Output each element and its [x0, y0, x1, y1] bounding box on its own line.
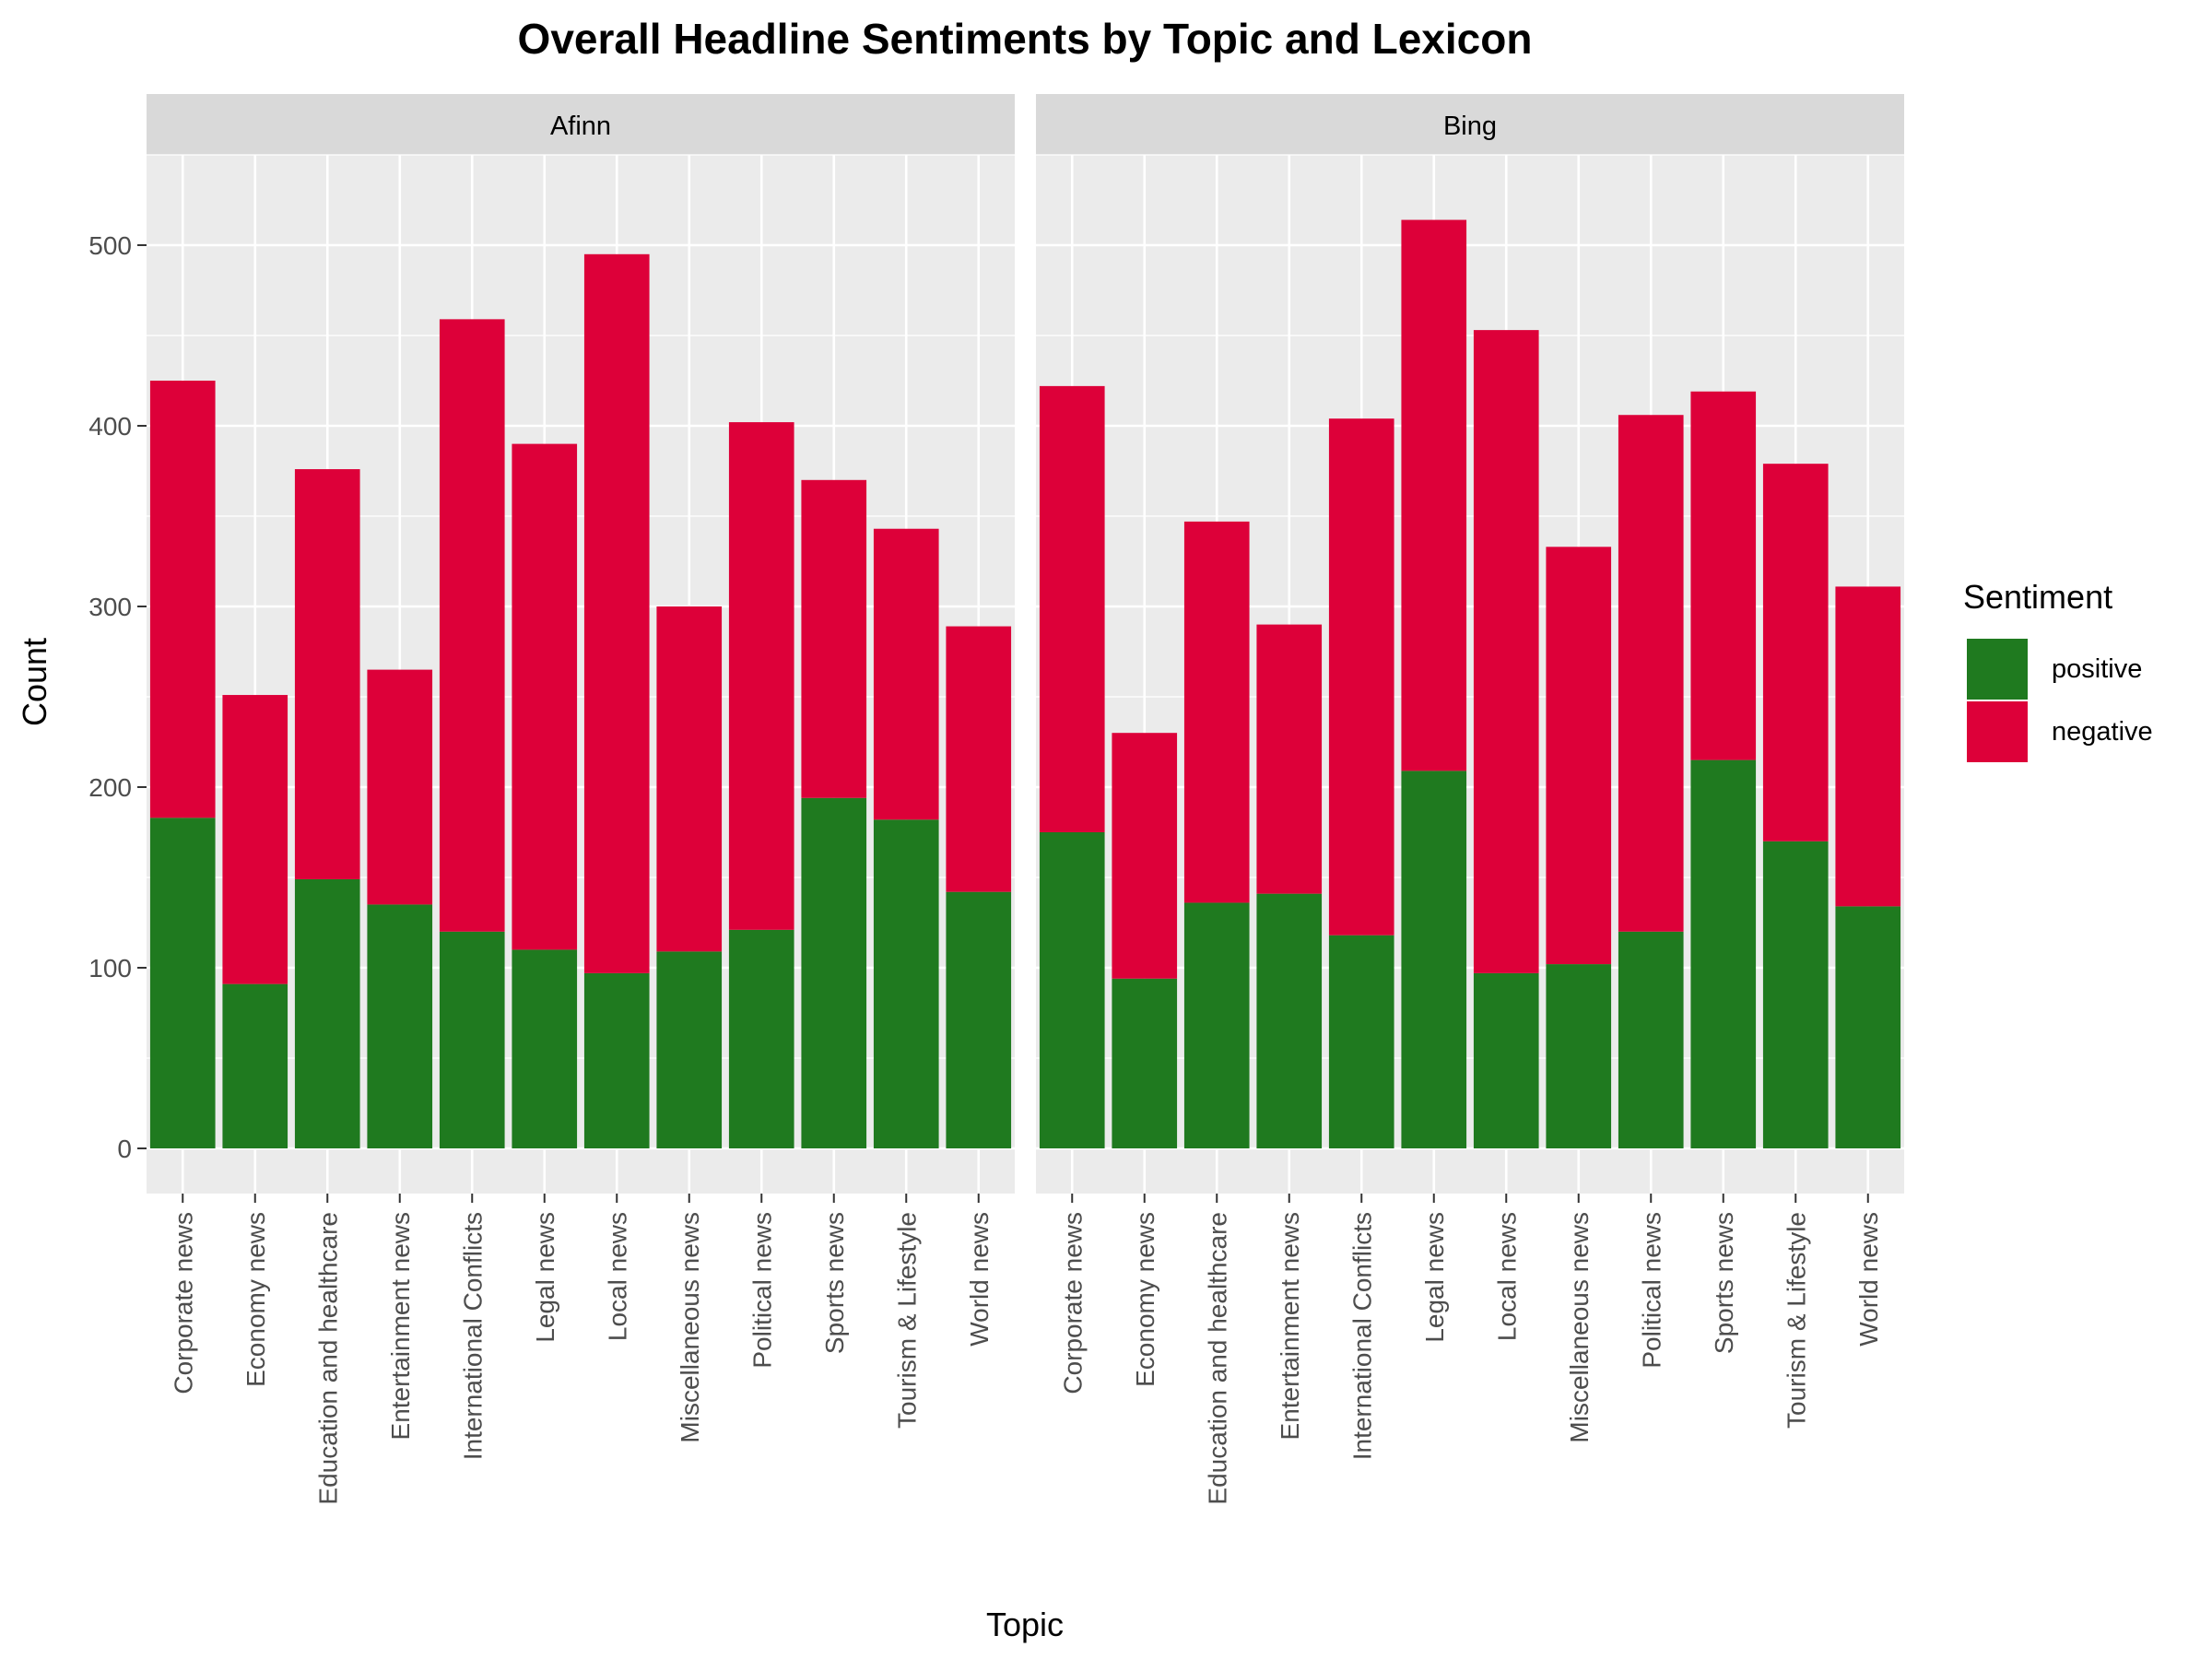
bar-positive-afinn-0	[149, 818, 216, 1148]
bar-negative-bing-2	[1183, 521, 1250, 903]
bar-positive-afinn-7	[656, 951, 723, 1148]
bar-positive-bing-6	[1473, 972, 1539, 1148]
bar-negative-afinn-4	[439, 319, 505, 932]
legend-title: Sentiment	[1963, 578, 2112, 616]
x-tick-label: Sports news	[820, 1212, 849, 1354]
bar-negative-afinn-1	[222, 695, 288, 984]
y-tick-label: 100	[88, 954, 132, 982]
x-tick-label: Entertainment news	[386, 1212, 415, 1440]
bar-positive-afinn-9	[801, 797, 867, 1148]
x-tick-label: International Conflicts	[458, 1212, 487, 1460]
bar-positive-bing-8	[1618, 931, 1684, 1148]
bar-negative-bing-9	[1690, 391, 1757, 760]
bar-negative-afinn-10	[873, 528, 939, 820]
bar-positive-bing-0	[1039, 832, 1105, 1148]
bar-positive-bing-5	[1401, 771, 1467, 1148]
y-tick-label: 300	[88, 593, 132, 621]
bar-negative-bing-6	[1473, 330, 1539, 973]
x-tick-label: Local news	[1492, 1212, 1521, 1341]
bar-negative-afinn-11	[946, 626, 1012, 892]
legend: Sentiment positive negative	[1963, 578, 2153, 762]
bar-positive-bing-1	[1112, 978, 1178, 1148]
bar-positive-afinn-1	[222, 983, 288, 1148]
bar-positive-afinn-10	[873, 819, 939, 1148]
legend-swatch-positive	[1967, 639, 2028, 700]
bar-negative-bing-3	[1256, 624, 1323, 894]
chart-title: Overall Headline Sentiments by Topic and…	[518, 15, 1533, 63]
y-axis: 0 100 200 300 400 500	[88, 231, 147, 1163]
bar-positive-bing-3	[1256, 893, 1323, 1148]
panel-bing: Bing Corporate news Economy news Education …	[1036, 94, 1904, 1505]
bar-negative-bing-5	[1401, 219, 1467, 771]
x-tick-label: Economy news	[1131, 1212, 1159, 1387]
bar-positive-afinn-8	[728, 929, 794, 1148]
x-tick-label: World news	[965, 1212, 994, 1347]
x-axis-label: Topic	[986, 1606, 1064, 1643]
x-tick-label: Tourism & Lifestyle	[892, 1212, 921, 1429]
x-tick-label: World news	[1854, 1212, 1883, 1347]
panel-background	[1036, 155, 1904, 1194]
bar-negative-bing-11	[1835, 586, 1901, 907]
bar-positive-bing-11	[1835, 906, 1901, 1148]
legend-label-negative: negative	[2052, 717, 2153, 747]
x-tick-label: Local news	[603, 1212, 631, 1341]
x-tick-label: Sports news	[1710, 1212, 1738, 1354]
x-tick-label: Education and healthcare	[313, 1212, 342, 1505]
bar-positive-bing-2	[1183, 902, 1250, 1148]
facet-label: Afinn	[550, 112, 611, 141]
bar-negative-afinn-0	[149, 381, 216, 818]
x-tick-label: Education and healthcare	[1203, 1212, 1231, 1505]
bar-positive-afinn-3	[367, 904, 433, 1148]
bar-positive-afinn-4	[439, 931, 505, 1148]
panel-background	[147, 155, 1015, 1194]
bar-negative-bing-1	[1112, 733, 1178, 979]
legend-swatch-negative	[1967, 701, 2028, 762]
x-tick-label: Legal news	[531, 1212, 559, 1343]
bar-negative-afinn-3	[367, 669, 433, 905]
bar-positive-bing-10	[1762, 841, 1829, 1148]
bar-positive-afinn-6	[583, 972, 650, 1148]
facet-label: Bing	[1443, 112, 1497, 141]
bar-positive-afinn-2	[294, 878, 360, 1148]
x-tick-label: Miscellaneous news	[1565, 1212, 1594, 1443]
y-tick-label: 200	[88, 773, 132, 802]
x-tick-label: Tourism & Lifestyle	[1782, 1212, 1810, 1429]
panel-afinn: Afinn Corporate news Economy news Education…	[147, 94, 1015, 1505]
bar-negative-afinn-6	[583, 253, 650, 973]
y-tick-label: 500	[88, 231, 132, 260]
x-tick-label: Legal news	[1420, 1212, 1449, 1343]
x-tick-label: Entertainment news	[1276, 1212, 1304, 1440]
bar-positive-bing-7	[1546, 964, 1612, 1148]
bar-negative-afinn-2	[294, 469, 360, 879]
y-tick-label: 400	[88, 412, 132, 441]
bar-positive-afinn-11	[946, 891, 1012, 1148]
bar-negative-bing-8	[1618, 415, 1684, 932]
bar-negative-bing-4	[1328, 418, 1394, 935]
x-tick-label: Corporate news	[169, 1212, 197, 1394]
bar-negative-bing-10	[1762, 464, 1829, 841]
y-axis-label: Count	[16, 638, 53, 726]
bar-negative-afinn-7	[656, 606, 723, 952]
facet-panels: Afinn Corporate news Economy news Education…	[147, 94, 1904, 1505]
bar-negative-bing-0	[1039, 385, 1105, 832]
facet-strip	[1036, 94, 1904, 155]
x-tick-label: Economy news	[241, 1212, 270, 1387]
facet-strip	[147, 94, 1015, 155]
bar-negative-afinn-5	[512, 443, 578, 950]
bar-positive-bing-4	[1328, 935, 1394, 1148]
bar-negative-bing-7	[1546, 547, 1612, 965]
x-tick-label: International Conflicts	[1347, 1212, 1376, 1460]
x-tick-label: Miscellaneous news	[676, 1212, 704, 1443]
legend-label-positive: positive	[2052, 654, 2142, 684]
bar-negative-afinn-9	[801, 479, 867, 798]
bar-positive-afinn-5	[512, 949, 578, 1148]
bar-positive-bing-9	[1690, 759, 1757, 1148]
bar-negative-afinn-8	[728, 422, 794, 930]
x-tick-label: Political news	[1637, 1212, 1665, 1369]
x-tick-label: Political news	[747, 1212, 776, 1369]
y-tick-label: 0	[117, 1135, 132, 1163]
x-tick-label: Corporate news	[1058, 1212, 1087, 1394]
